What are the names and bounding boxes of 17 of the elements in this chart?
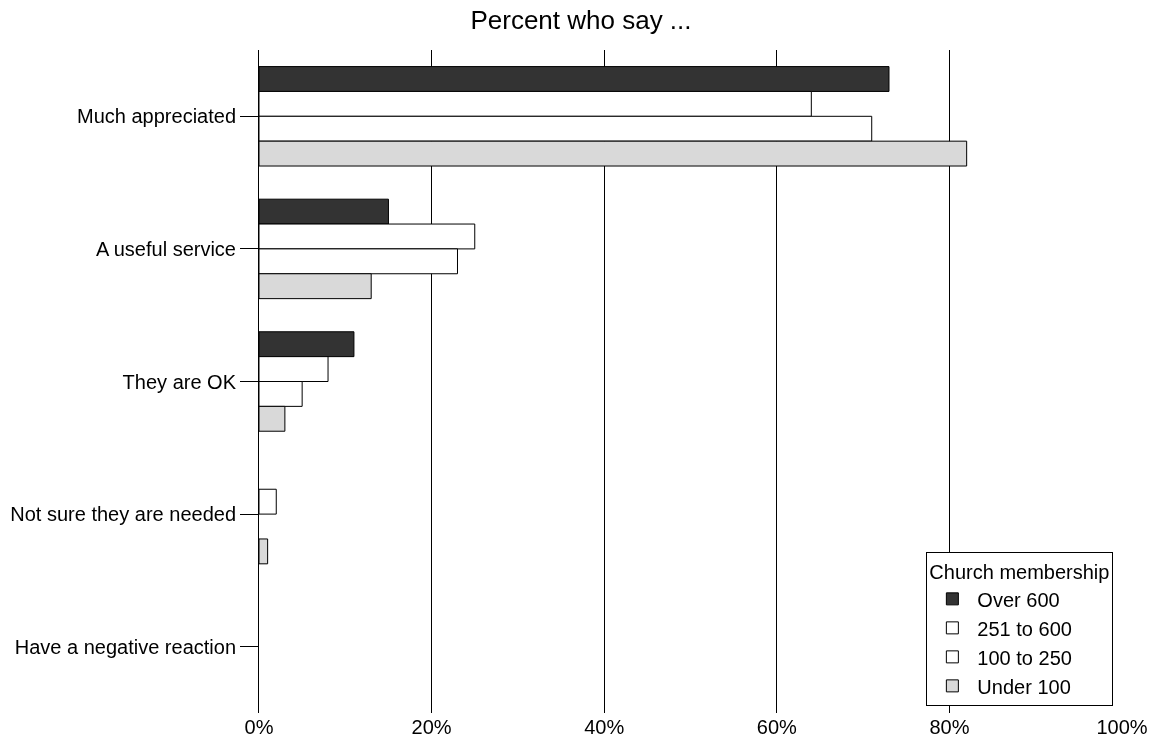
y-tick-label: A useful service	[95, 237, 236, 260]
legend-title: Church membership	[929, 561, 1110, 584]
x-tick-label: 60%	[756, 716, 798, 738]
chart-title: Percent who say ...	[470, 5, 692, 36]
x-tick-label: 80%	[929, 716, 970, 738]
x-tick-label: 20%	[411, 716, 452, 738]
legend-label: Over 600	[977, 588, 1060, 611]
y-tick-label: Not sure they are needed	[10, 503, 236, 526]
x-tick-label: 40%	[584, 716, 625, 738]
legend-label: 100 to 250	[977, 646, 1072, 669]
y-tick-label: Much appreciated	[77, 105, 236, 128]
legend-label: 251 to 600	[977, 617, 1072, 640]
x-tick-label: 0%	[244, 716, 274, 738]
y-tick-label: Have a negative reaction	[14, 635, 236, 658]
legend-label: Under 100	[977, 675, 1071, 698]
y-tick-label: They are OK	[122, 370, 237, 393]
x-tick-label: 100%	[1096, 716, 1148, 738]
